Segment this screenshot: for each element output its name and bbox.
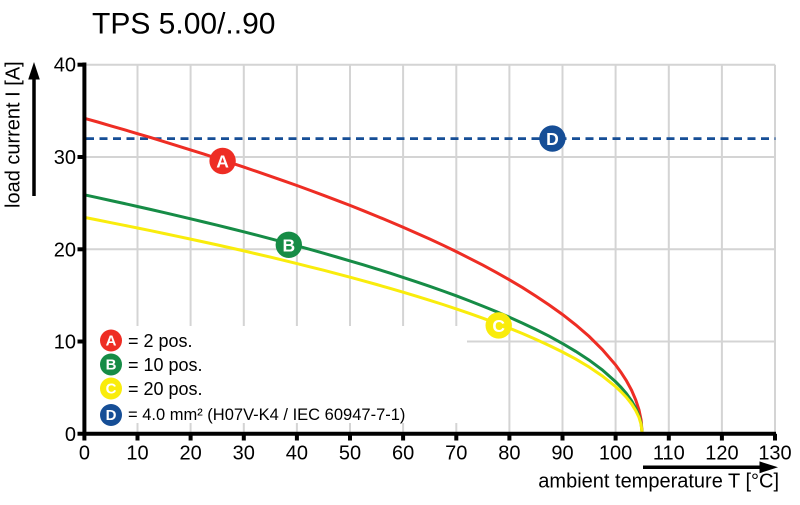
- svg-text:0: 0: [65, 424, 76, 446]
- svg-text:A: A: [216, 152, 229, 172]
- svg-text:40: 40: [286, 443, 308, 465]
- svg-text:B: B: [106, 357, 117, 374]
- svg-text:= 20 pos.: = 20 pos.: [128, 379, 203, 399]
- svg-text:A: A: [106, 333, 117, 350]
- svg-text:100: 100: [599, 443, 632, 465]
- svg-text:10: 10: [126, 443, 148, 465]
- svg-text:30: 30: [54, 147, 76, 169]
- svg-text:B: B: [282, 235, 295, 255]
- svg-text:= 2 pos.: = 2 pos.: [128, 331, 193, 351]
- svg-text:C: C: [106, 381, 117, 398]
- svg-text:30: 30: [233, 443, 255, 465]
- svg-text:20: 20: [179, 443, 201, 465]
- svg-text:load current I [A]: load current I [A]: [3, 61, 25, 208]
- svg-text:70: 70: [445, 443, 467, 465]
- svg-text:= 4.0 mm² (H07V-K4 / IEC 60947: = 4.0 mm² (H07V-K4 / IEC 60947-7-1): [128, 406, 405, 424]
- svg-text:D: D: [546, 129, 559, 149]
- svg-text:20: 20: [54, 239, 76, 261]
- svg-text:50: 50: [339, 443, 361, 465]
- svg-text:0: 0: [79, 443, 90, 465]
- svg-text:= 10 pos.: = 10 pos.: [128, 355, 203, 375]
- svg-text:C: C: [492, 316, 505, 336]
- svg-text:10: 10: [54, 332, 76, 354]
- svg-text:ambient temperature T [°C]: ambient temperature T [°C]: [538, 471, 779, 493]
- svg-text:130: 130: [758, 443, 791, 465]
- svg-text:D: D: [106, 407, 117, 424]
- svg-text:80: 80: [498, 443, 520, 465]
- svg-text:40: 40: [54, 55, 76, 77]
- svg-text:60: 60: [392, 443, 414, 465]
- svg-text:TPS 5.00/..90: TPS 5.00/..90: [92, 8, 275, 41]
- svg-text:90: 90: [551, 443, 573, 465]
- svg-text:120: 120: [705, 443, 738, 465]
- svg-text:110: 110: [653, 443, 685, 465]
